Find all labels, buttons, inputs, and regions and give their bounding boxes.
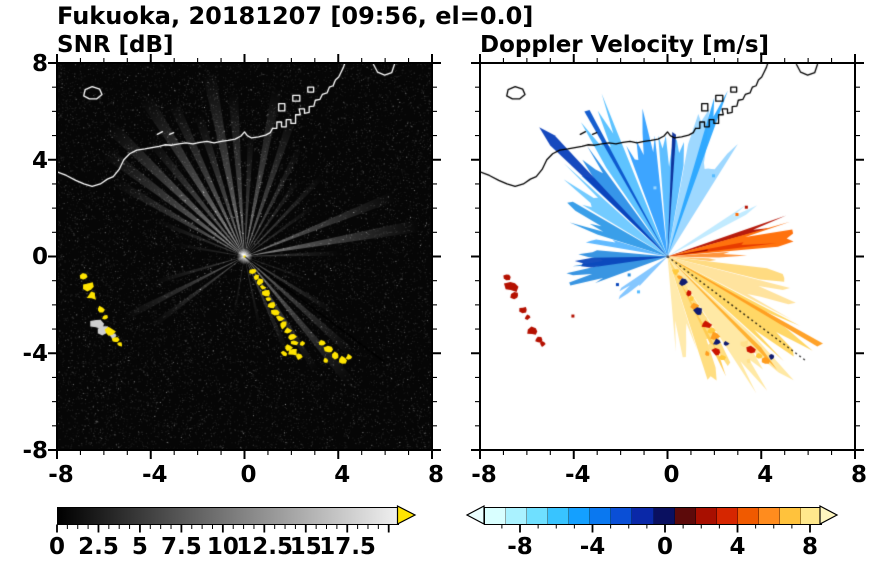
snr-colorbar-tick-label: 15 [289,534,322,560]
doppler-x-tick-label: 8 [850,462,867,488]
doppler-radar-plot [480,63,855,450]
snr-y-tick-label: 0 [31,244,48,270]
doppler-colorbar-segment [590,508,612,524]
doppler-colorbar-segment [695,508,717,524]
doppler-colorbar-segment [674,508,696,524]
snr-y-tick-label: -8 [22,438,48,464]
snr-y-tick-label: -4 [22,341,48,367]
doppler-colorbar-segment [653,508,675,524]
doppler-x-tick-label: 4 [757,462,774,488]
doppler-colorbar-segment [506,508,528,524]
doppler-colorbar-tick-label: 4 [729,534,746,560]
doppler-colorbar-segment [548,508,570,524]
snr-y-tick-label: 4 [31,148,48,174]
doppler-panel-title: Doppler Velocity [m/s] [480,32,770,58]
doppler-colorbar-underflow-arrow-icon [465,505,485,525]
doppler-colorbar-segment [485,508,507,524]
snr-colorbar-tick-label: 2.5 [78,534,119,560]
doppler-colorbar-tick-label: -4 [579,534,606,560]
snr-panel [57,63,432,450]
doppler-panel [480,63,855,450]
snr-x-tick-label: -4 [141,462,168,488]
snr-colorbar [57,507,399,525]
snr-x-tick-label: -8 [48,462,74,488]
doppler-colorbar-segment [527,508,549,524]
doppler-x-tick-label: -8 [471,462,497,488]
snr-x-tick-label: 4 [334,462,351,488]
doppler-x-tick-label: 0 [663,462,680,488]
doppler-colorbar [484,507,822,525]
doppler-colorbar-tick-label: 0 [656,534,673,560]
doppler-colorbar-segment [632,508,654,524]
doppler-colorbar-segment [779,508,801,524]
snr-colorbar-tick-label: 0 [48,534,65,560]
snr-y-tick-label: 8 [31,51,48,77]
snr-colorbar-overflow-arrow-icon [396,505,417,525]
snr-radar-plot [57,63,432,450]
figure-title: Fukuoka, 20181207 [09:56, el=0.0] [57,2,534,30]
doppler-x-tick-label: -4 [564,462,591,488]
snr-x-tick-label: 0 [240,462,257,488]
doppler-colorbar-segment [569,508,591,524]
snr-colorbar-tick-label: 5 [131,534,148,560]
doppler-colorbar-segment [737,508,759,524]
doppler-colorbar-segment [611,508,633,524]
doppler-colorbar-segment [800,508,821,524]
doppler-colorbar-tick-label: 8 [801,534,818,560]
doppler-colorbar-segment [758,508,780,524]
doppler-colorbar-segment [716,508,738,524]
snr-colorbar-tick-label: 17.5 [319,534,376,560]
snr-colorbar-tick-label: 12.5 [236,534,294,560]
doppler-colorbar-tick-label: -8 [507,534,533,560]
snr-panel-title: SNR [dB] [57,32,174,58]
snr-colorbar-tick-label: 10 [206,534,239,560]
snr-x-tick-label: 8 [427,462,444,488]
snr-colorbar-tick-label: 7.5 [161,534,202,560]
doppler-colorbar-overflow-arrow-icon [819,505,839,525]
